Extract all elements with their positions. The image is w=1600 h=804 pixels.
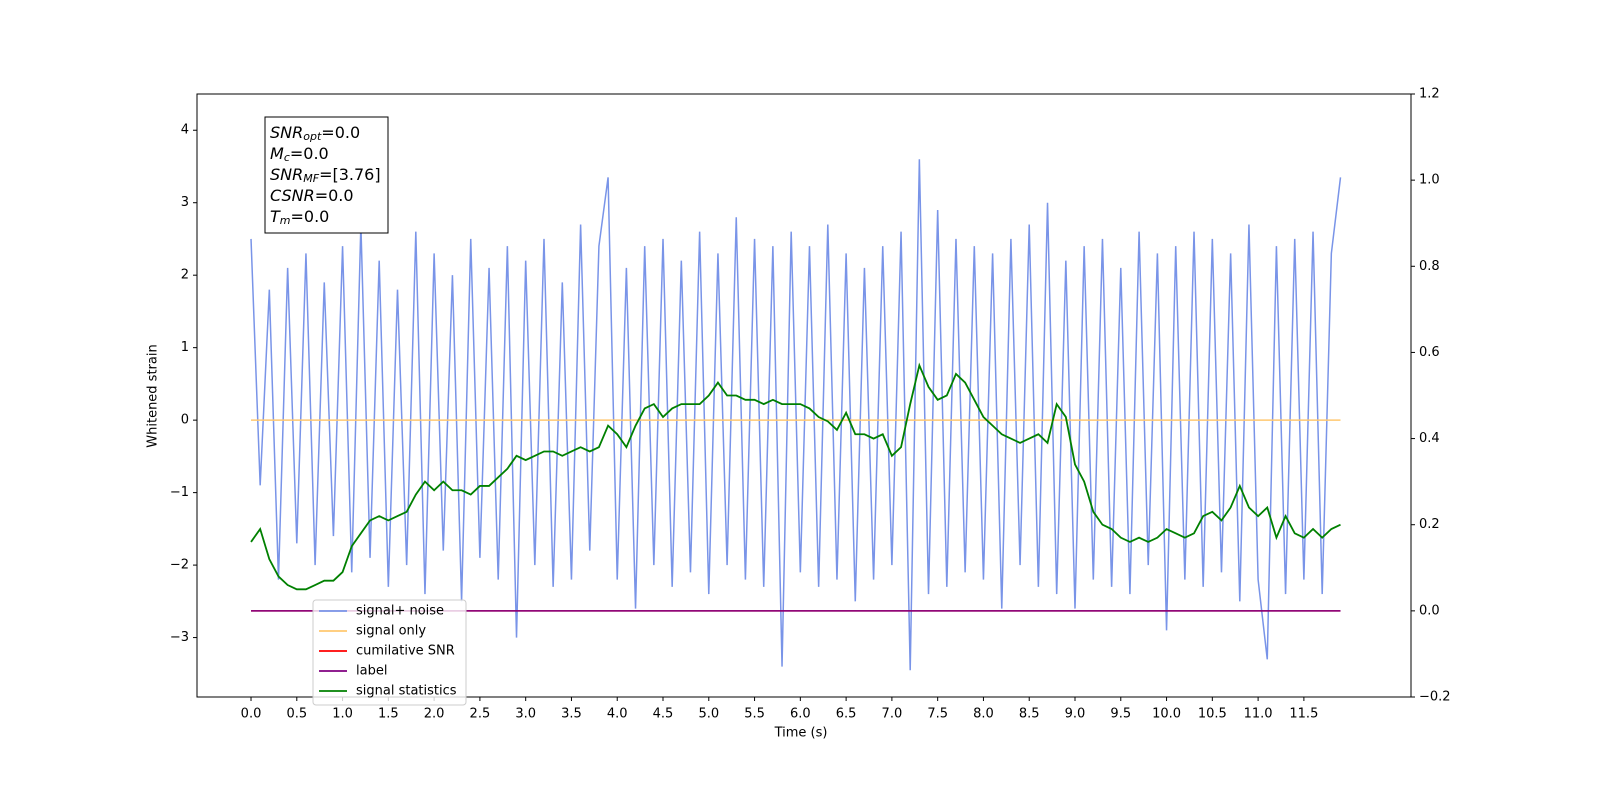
y2-tick-label: 0.8 <box>1419 259 1440 274</box>
legend-frame <box>312 599 467 706</box>
annotation-name: SNR <box>270 123 303 142</box>
x-tick-label: 1.0 <box>332 707 353 722</box>
y2-tick-label: 1.2 <box>1419 87 1440 102</box>
x-tick-label: 6.0 <box>790 707 811 722</box>
x-tick-label: 8.0 <box>973 707 994 722</box>
x-tick-label: 3.5 <box>561 707 582 722</box>
x-tick-label: 4.5 <box>653 707 674 722</box>
x-tick-label: 2.5 <box>470 707 491 722</box>
y2-tick-label: −0.2 <box>1419 690 1451 705</box>
x-tick-label: 0.5 <box>286 707 307 722</box>
x-tick-label: 3.0 <box>515 707 536 722</box>
y-tick-label: 2 <box>181 268 189 283</box>
legend-label: signal+ noise <box>356 604 444 619</box>
y2-tick-label: 0.4 <box>1419 431 1440 446</box>
x-tick-label: 5.5 <box>744 707 765 722</box>
x-tick-label: 6.5 <box>836 707 857 722</box>
annotation-value: =0.0 <box>315 186 354 205</box>
y-tick-label: −1 <box>170 485 189 500</box>
y-tick-label: −2 <box>170 558 189 573</box>
annotation-value: =0.0 <box>290 144 329 163</box>
x-tick-label: 1.5 <box>378 707 399 722</box>
annotation-value: =0.0 <box>291 207 330 226</box>
x-tick-label: 4.0 <box>607 707 628 722</box>
y-tick-label: 0 <box>181 413 189 428</box>
annotation-name: T <box>270 207 281 226</box>
plot-frame <box>196 93 1412 698</box>
annotation: CSNR=0.0 <box>270 186 354 205</box>
y-axis-label: Whitened strain <box>146 344 161 447</box>
y2-tick-label: 1.0 <box>1419 173 1440 188</box>
x-tick-label: 0.0 <box>241 707 262 722</box>
annotation: Tm=0.0 <box>270 207 329 228</box>
x-tick-label: 10.5 <box>1198 707 1227 722</box>
x-tick-label: 5.0 <box>698 707 719 722</box>
y2-tick-label: 0.2 <box>1419 517 1440 532</box>
x-tick-label: 10.0 <box>1152 707 1181 722</box>
x-tick-label: 9.0 <box>1065 707 1086 722</box>
annotation-sub: m <box>280 214 291 227</box>
annotation-box: SNRopt=0.0Mc=0.0SNRMF=[3.76]CSNR=0.0Tm=0… <box>264 116 389 234</box>
annotation: Mc=0.0 <box>270 144 329 165</box>
annotation-sub: opt <box>303 130 322 143</box>
x-tick-label: 8.5 <box>1019 707 1040 722</box>
annotation: SNRMF=[3.76] <box>270 165 381 186</box>
x-tick-label: 7.5 <box>927 707 948 722</box>
legend-label: cumilative SNR <box>356 644 455 659</box>
y2-tick-label: 0.6 <box>1419 345 1440 360</box>
annotation-name: SNR <box>270 165 303 184</box>
x-tick-label: 11.5 <box>1289 707 1318 722</box>
x-axis-label: Time (s) <box>774 726 828 741</box>
annotation-sub: c <box>284 151 290 164</box>
annotation-sub: MF <box>303 172 319 185</box>
annotation: SNRopt=0.0 <box>270 123 360 144</box>
series-line <box>250 362 1341 591</box>
x-tick-label: 11.0 <box>1244 707 1273 722</box>
x-tick-label: 2.0 <box>424 707 445 722</box>
x-tick-label: 9.5 <box>1110 707 1131 722</box>
y-tick-label: 3 <box>181 195 189 210</box>
y-tick-label: 4 <box>181 123 189 138</box>
annotation-value: =0.0 <box>321 123 360 142</box>
annotation-value: =[3.76] <box>319 165 381 184</box>
y-tick-label: −3 <box>170 630 189 645</box>
x-tick-label: 7.0 <box>882 707 903 722</box>
legend-label: label <box>356 664 387 679</box>
legend-label: signal only <box>356 624 426 639</box>
series-line <box>250 159 1342 671</box>
annotation-name: M <box>270 144 284 163</box>
y2-tick-label: 0.0 <box>1419 603 1440 618</box>
legend-label: signal statistics <box>356 684 457 699</box>
annotation-name: CSNR <box>270 186 315 205</box>
annotation-frame <box>264 116 389 234</box>
y-tick-label: 1 <box>181 340 189 355</box>
